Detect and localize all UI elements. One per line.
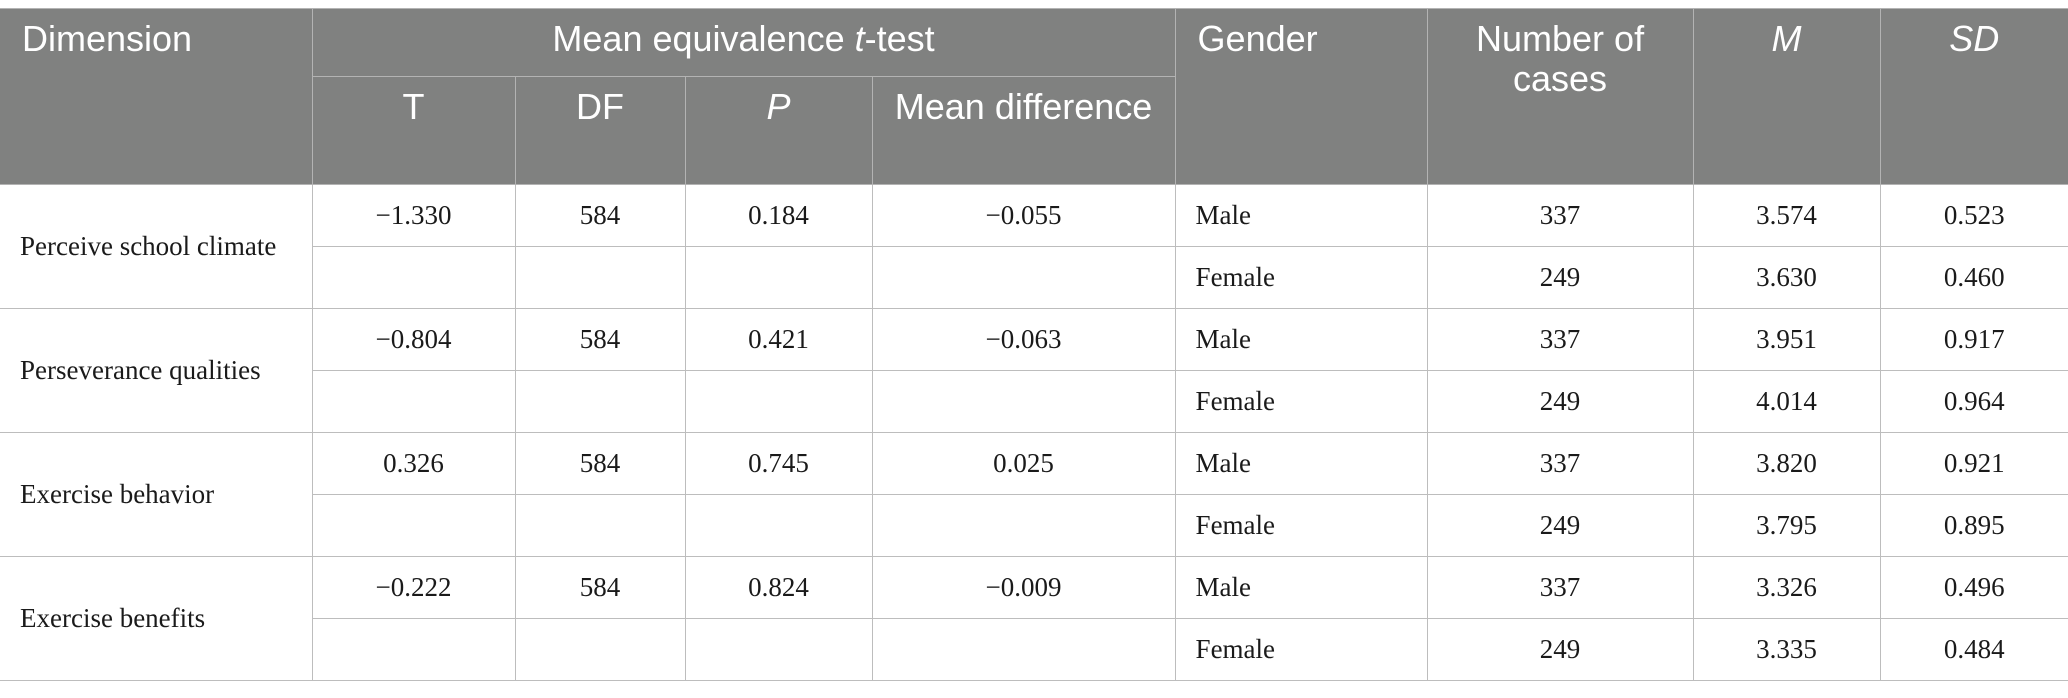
header-m: M xyxy=(1692,8,1881,185)
table-row: Female 249 3.630 0.460 xyxy=(0,246,2068,309)
dimension-cell: Exercise benefits xyxy=(0,556,313,681)
table-row: Female 249 3.335 0.484 xyxy=(0,618,2068,681)
header-df: DF xyxy=(514,76,686,185)
p-cell: 0.745 xyxy=(684,432,873,495)
empty-cell xyxy=(871,246,1176,309)
sd-cell: 0.964 xyxy=(1879,370,2068,433)
t-cell: 0.326 xyxy=(311,432,516,495)
m-cell: 4.014 xyxy=(1692,370,1881,433)
cases-cell: 249 xyxy=(1426,246,1694,309)
empty-cell xyxy=(312,494,516,557)
header-number-of-cases: Number of cases xyxy=(1426,8,1694,185)
cases-cell: 337 xyxy=(1426,184,1694,247)
df-cell: 584 xyxy=(514,184,686,247)
empty-cell xyxy=(684,246,873,309)
empty-cell xyxy=(514,618,686,681)
table-row: Exercise benefits −0.222 584 0.824 −0.00… xyxy=(0,556,2068,681)
cases-cell: 337 xyxy=(1426,432,1694,495)
p-cell: 0.184 xyxy=(684,184,873,247)
m-cell: 3.630 xyxy=(1692,246,1881,309)
empty-cell xyxy=(684,494,873,557)
header-t: T xyxy=(312,76,516,185)
empty-cell xyxy=(684,370,873,433)
empty-cell xyxy=(312,246,516,309)
t-cell: −0.804 xyxy=(311,308,516,371)
gender-cell: Male xyxy=(1174,432,1428,495)
mean-difference-cell: −0.055 xyxy=(871,184,1176,247)
header-ttest-suffix: -test xyxy=(864,18,935,59)
empty-cell xyxy=(871,618,1176,681)
header-ttest-prefix: Mean equivalence xyxy=(552,18,855,59)
sd-cell: 0.484 xyxy=(1879,618,2068,681)
df-cell: 584 xyxy=(514,308,686,371)
table-row: Female 249 4.014 0.964 xyxy=(0,370,2068,433)
empty-cell xyxy=(312,618,516,681)
header-p: P xyxy=(684,76,873,185)
header-gender: Gender xyxy=(1174,8,1428,185)
empty-cell xyxy=(514,494,686,557)
dimension-cell: Perseverance qualities xyxy=(0,308,313,433)
p-cell: 0.421 xyxy=(684,308,873,371)
sd-cell: 0.523 xyxy=(1879,184,2068,247)
table-body: Perceive school climate −1.330 584 0.184… xyxy=(0,184,2068,681)
empty-cell xyxy=(514,370,686,433)
gender-cell: Male xyxy=(1174,184,1428,247)
empty-cell xyxy=(312,370,516,433)
m-cell: 3.335 xyxy=(1692,618,1881,681)
df-cell: 584 xyxy=(514,432,686,495)
p-cell: 0.824 xyxy=(684,556,873,619)
gender-cell: Male xyxy=(1174,308,1428,371)
dimension-cell: Perceive school climate xyxy=(0,184,313,309)
header-ttest-group: Mean equivalence t-test xyxy=(311,8,1176,77)
cases-cell: 249 xyxy=(1426,494,1694,557)
cases-cell: 249 xyxy=(1426,370,1694,433)
table-row: Exercise behavior 0.326 584 0.745 0.025 … xyxy=(0,432,2068,557)
header-sd: SD xyxy=(1879,8,2068,185)
sd-cell: 0.460 xyxy=(1879,246,2068,309)
table-row: Female 249 3.795 0.895 xyxy=(0,494,2068,557)
gender-cell: Female xyxy=(1174,246,1428,309)
gender-cell: Female xyxy=(1174,618,1428,681)
sd-cell: 0.895 xyxy=(1879,494,2068,557)
header-ttest-t: t xyxy=(854,18,865,59)
gender-cell: Female xyxy=(1174,494,1428,557)
t-cell: −0.222 xyxy=(311,556,516,619)
mean-difference-cell: −0.009 xyxy=(871,556,1176,619)
empty-cell xyxy=(871,370,1176,433)
m-cell: 3.326 xyxy=(1692,556,1881,619)
m-cell: 3.574 xyxy=(1692,184,1881,247)
gender-cell: Male xyxy=(1174,556,1428,619)
empty-cell xyxy=(684,618,873,681)
table-header: Dimension Mean equivalence t-test Gender… xyxy=(0,8,2068,185)
empty-cell xyxy=(514,246,686,309)
header-dimension: Dimension xyxy=(0,8,313,185)
sd-cell: 0.496 xyxy=(1879,556,2068,619)
m-cell: 3.795 xyxy=(1692,494,1881,557)
table-row: Perceive school climate −1.330 584 0.184… xyxy=(0,184,2068,309)
sd-cell: 0.917 xyxy=(1879,308,2068,371)
m-cell: 3.951 xyxy=(1692,308,1881,371)
cases-cell: 337 xyxy=(1426,556,1694,619)
sd-cell: 0.921 xyxy=(1879,432,2068,495)
df-cell: 584 xyxy=(514,556,686,619)
results-table: Dimension Mean equivalence t-test Gender… xyxy=(0,8,2068,681)
dimension-cell: Exercise behavior xyxy=(0,432,313,557)
table-row: Perseverance qualities −0.804 584 0.421 … xyxy=(0,308,2068,433)
cases-cell: 337 xyxy=(1426,308,1694,371)
gender-cell: Female xyxy=(1174,370,1428,433)
m-cell: 3.820 xyxy=(1692,432,1881,495)
t-cell: −1.330 xyxy=(311,184,516,247)
header-mean-difference: Mean difference xyxy=(871,76,1176,185)
empty-cell xyxy=(871,494,1176,557)
cases-cell: 249 xyxy=(1426,618,1694,681)
mean-difference-cell: 0.025 xyxy=(871,432,1176,495)
mean-difference-cell: −0.063 xyxy=(871,308,1176,371)
